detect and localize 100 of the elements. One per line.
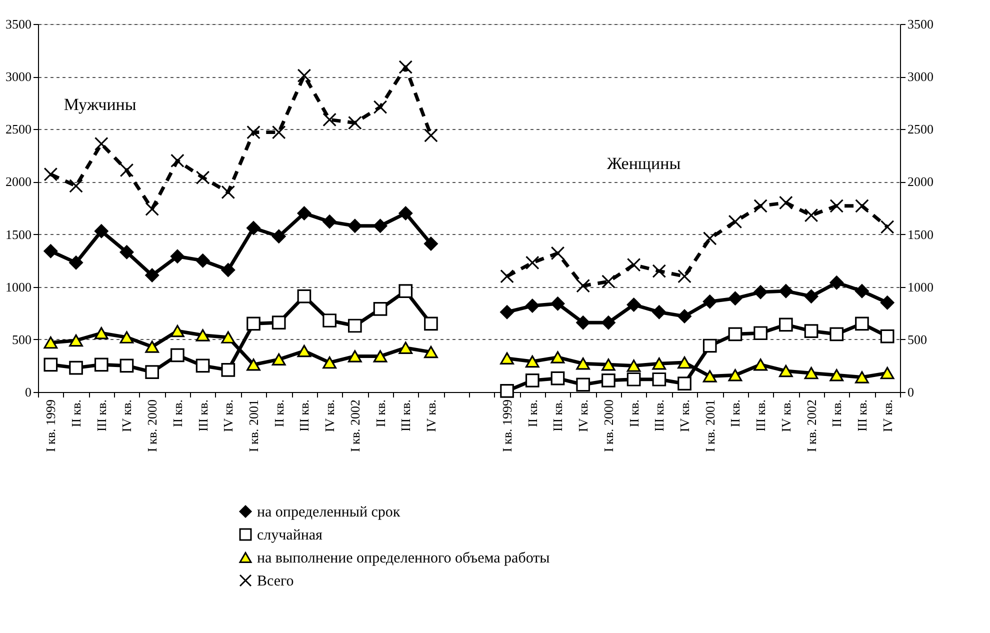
x-tick-label: IV кв. <box>322 400 338 432</box>
point <box>373 218 388 233</box>
x-tick-label: III кв. <box>854 400 870 432</box>
point <box>373 350 388 362</box>
point <box>272 316 286 330</box>
x-tick-label: I кв. 1999 <box>500 400 515 452</box>
point <box>170 154 184 168</box>
point <box>221 331 236 344</box>
y2-tick-label: 500 <box>908 332 927 347</box>
point <box>702 370 717 382</box>
x-tick-label: IV кв. <box>576 400 591 432</box>
legend-label: на определенный срок <box>257 504 401 520</box>
point <box>44 244 58 258</box>
point <box>297 344 312 358</box>
point <box>626 372 641 386</box>
point <box>525 256 540 270</box>
point <box>94 327 108 340</box>
point <box>550 296 565 311</box>
point <box>170 249 184 264</box>
y-tick-label: 500 <box>12 332 32 347</box>
point <box>728 327 742 342</box>
y-tick-label: 3500 <box>6 16 32 32</box>
point <box>678 269 692 284</box>
point <box>550 351 565 364</box>
annotation: Мужчины <box>64 94 137 114</box>
point <box>754 326 768 340</box>
point <box>728 369 742 382</box>
point <box>196 358 210 373</box>
point <box>272 229 286 244</box>
point <box>754 358 768 371</box>
annotation: Женщины <box>606 154 682 173</box>
y2-tick-label: 1000 <box>908 279 934 294</box>
x-tick-label: IV кв. <box>677 400 692 432</box>
point <box>373 302 388 316</box>
point <box>297 289 312 304</box>
legend-label: случайная <box>257 528 323 544</box>
x-tick-label: III кв. <box>94 400 109 432</box>
point <box>525 374 540 388</box>
point <box>348 116 362 130</box>
point <box>880 329 894 344</box>
x-tick-label: I кв. 1999 <box>43 400 58 452</box>
point <box>348 318 362 333</box>
point <box>398 206 413 220</box>
point <box>804 208 818 222</box>
x-tick-label: I кв. 2000 <box>144 400 160 452</box>
point <box>652 372 666 386</box>
point <box>145 365 160 379</box>
point <box>322 112 336 127</box>
x-tick-label: IV кв. <box>423 400 438 432</box>
point <box>500 384 514 398</box>
point <box>754 198 768 213</box>
y-tick-label: 0 <box>25 384 32 400</box>
point <box>94 224 108 238</box>
point <box>398 284 413 298</box>
point <box>602 358 616 371</box>
point <box>804 366 818 380</box>
x-tick-label: I кв. 2002 <box>804 400 819 452</box>
y-tick-label: 1000 <box>6 279 32 294</box>
point <box>652 358 666 370</box>
point <box>778 364 793 378</box>
x-tick-label: I кв. 2001 <box>702 400 718 452</box>
point <box>702 338 717 353</box>
point <box>424 316 438 331</box>
x-tick-label: IV кв. <box>220 400 236 432</box>
point <box>525 355 540 368</box>
x-tick-label: II кв. <box>372 400 388 428</box>
point <box>602 274 616 289</box>
x-tick-label: I кв. 2000 <box>600 400 616 452</box>
point <box>246 221 260 235</box>
x-tick-label: III кв. <box>550 400 566 432</box>
point <box>94 358 108 372</box>
point <box>120 163 134 178</box>
point <box>398 342 413 354</box>
point <box>424 346 438 358</box>
point <box>728 292 742 306</box>
point <box>830 369 844 382</box>
x-tick-label: III кв. <box>296 400 312 432</box>
point <box>221 185 236 200</box>
point <box>576 358 590 370</box>
point <box>69 178 83 193</box>
point <box>652 264 666 278</box>
y-tick-label: 2500 <box>6 122 32 137</box>
point <box>297 206 312 220</box>
point <box>69 256 83 270</box>
point <box>702 232 717 246</box>
x-tick-label: III кв. <box>195 400 210 432</box>
x-tick-label: IV кв. <box>778 400 794 432</box>
y-tick-label: 2000 <box>6 174 32 190</box>
point <box>94 136 108 151</box>
y2-tick-label: 0 <box>908 384 914 400</box>
point <box>170 348 184 362</box>
point <box>626 298 641 312</box>
point <box>855 371 869 384</box>
point <box>120 358 134 373</box>
point <box>652 305 666 320</box>
point <box>145 202 160 216</box>
point <box>602 374 616 388</box>
point <box>576 316 590 330</box>
point <box>246 125 260 140</box>
point <box>120 245 134 260</box>
